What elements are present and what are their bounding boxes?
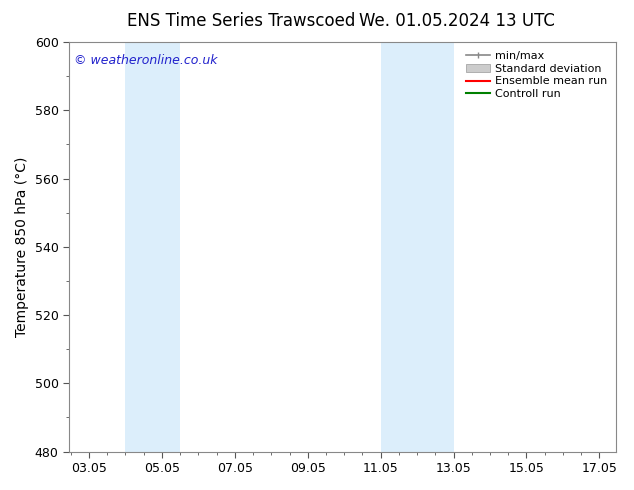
Bar	[126, 42, 180, 452]
Bar	[380, 42, 417, 452]
Legend: min/max, Standard deviation, Ensemble mean run, Controll run: min/max, Standard deviation, Ensemble me…	[462, 48, 611, 102]
Text: © weatheronline.co.uk: © weatheronline.co.uk	[74, 54, 218, 67]
Text: We. 01.05.2024 13 UTC: We. 01.05.2024 13 UTC	[359, 12, 554, 30]
Y-axis label: Temperature 850 hPa (°C): Temperature 850 hPa (°C)	[15, 157, 29, 337]
Text: ENS Time Series Trawscoed: ENS Time Series Trawscoed	[127, 12, 355, 30]
Bar	[417, 42, 453, 452]
